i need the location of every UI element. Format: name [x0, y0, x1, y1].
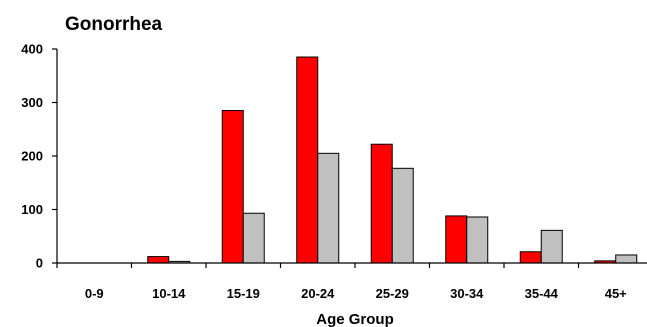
bar-series-1-30-34	[445, 215, 468, 264]
bar-series-1-20-24	[296, 56, 319, 264]
y-axis-ticks: 0 100 200 300 400	[21, 42, 57, 271]
x-tick-label: 30-34	[450, 286, 484, 301]
x-axis-title: Age Group	[316, 311, 394, 327]
y-tick-label: 200	[21, 149, 43, 164]
x-tick-label: 35-44	[525, 286, 559, 301]
x-tick-label: 10-14	[152, 286, 186, 301]
y-tick-label: 300	[21, 95, 43, 110]
bar-series-1-15-19	[221, 110, 244, 264]
x-tick-label: 20-24	[301, 286, 335, 301]
bar-series-1-10-14	[147, 256, 170, 264]
bar-series-2-30-34	[466, 216, 489, 264]
x-axis-ticks: 0-9 10-14 15-19 20-24 25-29 30-34 35-44 45+	[56, 263, 627, 301]
bar-series-1-35-44	[519, 251, 542, 264]
bar-series-2-45+	[615, 254, 638, 264]
bar-series-2-25-29	[391, 167, 414, 264]
bar-series-1-25-29	[370, 143, 393, 264]
bar-series-2-20-24	[317, 152, 340, 264]
x-tick-label: 15-19	[227, 286, 260, 301]
x-tick-label: 45+	[605, 286, 627, 301]
bar-series-2-35-44	[540, 229, 563, 264]
x-tick-label: 0-9	[85, 286, 104, 301]
chart-title: Gonorrhea	[65, 14, 163, 35]
bars	[147, 56, 638, 264]
x-tick-label: 25-29	[376, 286, 409, 301]
y-tick-label: 100	[21, 202, 43, 217]
bar-series-2-15-19	[242, 212, 265, 264]
y-tick-label: 0	[36, 256, 43, 271]
y-tick-label: 400	[21, 42, 43, 57]
